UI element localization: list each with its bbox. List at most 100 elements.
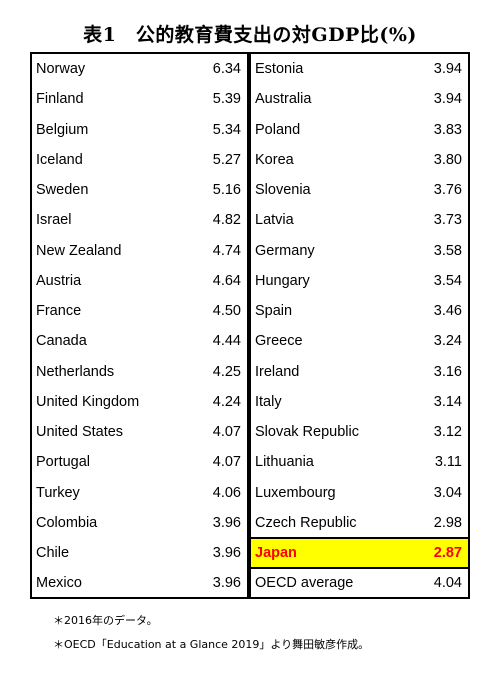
expenditure-value: 3.96 xyxy=(212,575,241,592)
expenditure-value: 3.96 xyxy=(212,514,241,531)
expenditure-value: 5.16 xyxy=(212,182,241,198)
table-row: Australia 3.94 xyxy=(251,84,468,114)
table-row: France 4.50 xyxy=(32,296,247,326)
country-name: Lithuania xyxy=(255,454,314,471)
expenditure-value: 4.25 xyxy=(212,363,241,380)
country-name: Estonia xyxy=(255,61,304,77)
expenditure-value: 3.83 xyxy=(433,121,462,138)
country-name: Czech Republic xyxy=(255,514,357,531)
table-row: Spain 3.46 xyxy=(251,296,468,326)
table-right-column: Estonia 3.94 Australia 3.94 Poland 3.83 Korea 3… xyxy=(249,52,470,599)
row-separator xyxy=(251,567,468,570)
table-row: Israel 4.82 xyxy=(32,205,247,235)
expenditure-value: 3.96 xyxy=(212,545,241,561)
table-row: Belgium 5.34 xyxy=(32,115,247,145)
expenditure-value: 4.07 xyxy=(212,424,241,440)
table-row: United States 4.07 xyxy=(32,417,247,447)
country-name: Korea xyxy=(255,151,294,168)
expenditure-value: 3.16 xyxy=(433,363,462,380)
table-row: Germany 3.58 xyxy=(251,236,468,266)
expenditure-value: 4.24 xyxy=(212,393,241,410)
country-name: Netherlands xyxy=(36,363,115,380)
expenditure-value: 3.12 xyxy=(433,424,462,440)
country-name: Greece xyxy=(255,333,303,350)
table-row: Lithuania 3.11 xyxy=(251,447,468,477)
table-row: Turkey 4.06 xyxy=(32,478,247,508)
footnote-source: ＊OECD「Education at a Glance 2019」より舞田敏彦作… xyxy=(53,638,370,651)
country-name: United States xyxy=(36,424,124,440)
table-row: New Zealand 4.74 xyxy=(32,236,247,266)
country-name: OECD average xyxy=(255,575,354,592)
table-row: Mexico 3.96 xyxy=(32,568,247,598)
expenditure-value: 4.82 xyxy=(212,212,241,229)
country-name: Iceland xyxy=(36,151,83,168)
expenditure-value: 3.73 xyxy=(433,212,462,229)
table-row: Colombia 3.96 xyxy=(32,508,247,538)
table-row: Portugal 4.07 xyxy=(32,447,247,477)
country-name: Australia xyxy=(255,91,312,108)
expenditure-value: 3.58 xyxy=(433,242,462,259)
country-name: Belgium xyxy=(36,121,89,138)
table-row: Netherlands 4.25 xyxy=(32,357,247,387)
table-row: Chile 3.96 xyxy=(32,538,247,568)
table-row: OECD average 4.04 xyxy=(251,568,468,598)
table-row: Sweden 5.16 xyxy=(32,175,247,205)
expenditure-value: 6.34 xyxy=(212,61,241,77)
table-row: Canada 4.44 xyxy=(32,326,247,356)
expenditure-value: 3.80 xyxy=(433,151,462,168)
table-row: Iceland 5.27 xyxy=(32,145,247,175)
country-name: France xyxy=(36,303,82,319)
country-name: Japan xyxy=(255,545,297,561)
country-name: Italy xyxy=(255,393,282,410)
expenditure-value: 4.07 xyxy=(212,454,241,471)
country-name: Poland xyxy=(255,121,301,138)
country-name: New Zealand xyxy=(36,242,122,259)
country-name: Portugal xyxy=(36,454,91,471)
expenditure-value: 4.44 xyxy=(212,333,241,350)
table-left-column: Norway 6.34 Finland 5.39 Belgium 5.34 Iceland 5… xyxy=(30,52,249,599)
expenditure-value: 3.46 xyxy=(433,303,462,319)
expenditure-value: 3.76 xyxy=(433,182,462,198)
country-name: Ireland xyxy=(255,363,300,380)
expenditure-value: 4.06 xyxy=(212,484,241,501)
expenditure-value: 3.04 xyxy=(433,484,462,501)
expenditure-value: 5.39 xyxy=(212,91,241,108)
expenditure-value: 4.74 xyxy=(212,242,241,259)
expenditure-value: 3.94 xyxy=(433,91,462,108)
country-name: Slovenia xyxy=(255,182,311,198)
country-name: Luxembourg xyxy=(255,484,336,501)
country-name: United Kingdom xyxy=(36,393,140,410)
footnote-year: ＊2016年のデータ。 xyxy=(53,614,158,627)
table-row: Slovak Republic 3.12 xyxy=(251,417,468,447)
country-name: Spain xyxy=(255,303,293,319)
table-row: Finland 5.39 xyxy=(32,84,247,114)
expenditure-value: 2.98 xyxy=(433,514,462,531)
table-row: Austria 4.64 xyxy=(32,266,247,296)
table-row: Japan 2.87 xyxy=(251,538,468,568)
table-row: Italy 3.14 xyxy=(251,387,468,417)
table-row: Slovenia 3.76 xyxy=(251,175,468,205)
country-name: Turkey xyxy=(36,484,80,501)
expenditure-value: 4.64 xyxy=(212,272,241,289)
expenditure-value: 3.94 xyxy=(433,61,462,77)
table-row: Estonia 3.94 xyxy=(251,54,468,84)
table-row: Ireland 3.16 xyxy=(251,357,468,387)
table-row: Greece 3.24 xyxy=(251,326,468,356)
country-name: Norway xyxy=(36,61,86,77)
country-name: Austria xyxy=(36,272,82,289)
table-title: 表1 公的教育費支出の対GDP比(%) xyxy=(83,24,417,46)
expenditure-value: 5.34 xyxy=(212,121,241,138)
country-name: Hungary xyxy=(255,272,310,289)
table-row: Latvia 3.73 xyxy=(251,205,468,235)
country-name: Latvia xyxy=(255,212,294,229)
country-name: Colombia xyxy=(36,514,98,531)
table-row: Norway 6.34 xyxy=(32,54,247,84)
table-row: Poland 3.83 xyxy=(251,115,468,145)
country-name: Mexico xyxy=(36,575,82,592)
table-row: Luxembourg 3.04 xyxy=(251,478,468,508)
row-separator xyxy=(251,537,468,539)
country-name: Israel xyxy=(36,212,72,229)
country-name: Germany xyxy=(255,242,315,259)
country-name: Sweden xyxy=(36,182,89,198)
expenditure-value: 3.11 xyxy=(434,454,462,471)
